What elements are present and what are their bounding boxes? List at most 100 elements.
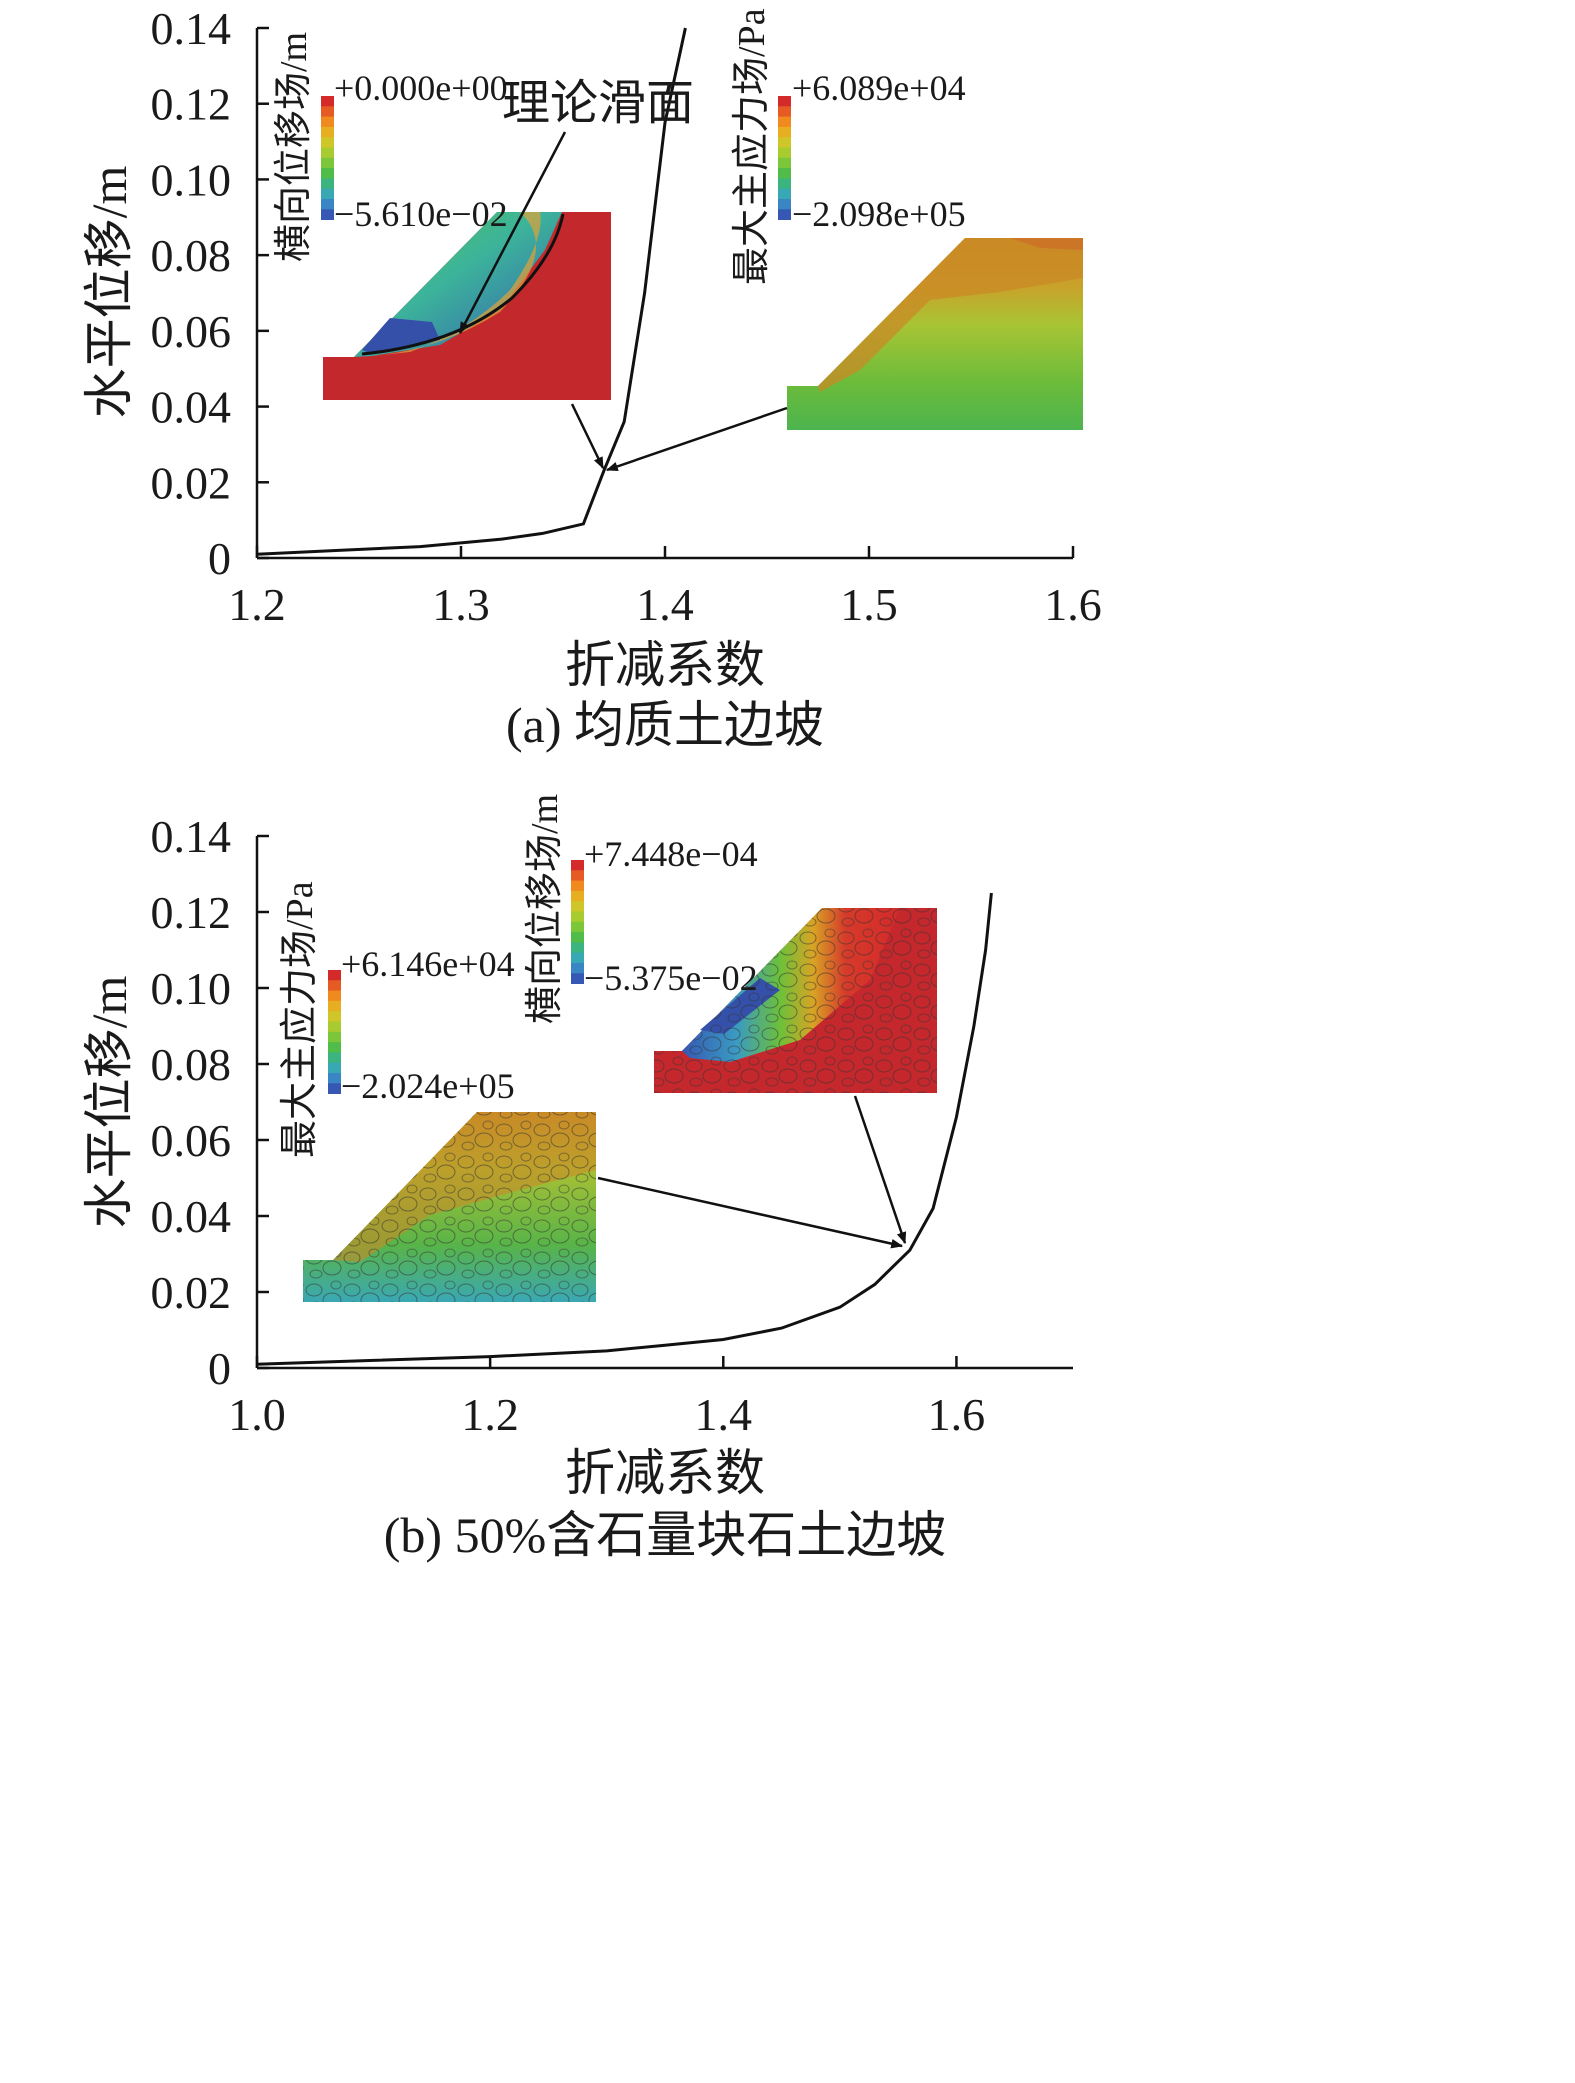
colorbar-swatch — [571, 880, 584, 892]
panel-b-caption: (b) 50%含石量块石土边坡 — [384, 1507, 946, 1563]
inset-b1-field-title: 最大主应力场/Pa — [279, 881, 321, 1158]
colorbar-swatch — [321, 106, 334, 117]
inset-b1-max-label: +6.146e+04 — [341, 944, 515, 984]
y-tick-label: 0.04 — [151, 382, 232, 433]
panel-a-series-line — [256, 27, 687, 556]
colorbar-swatch — [321, 178, 334, 190]
y-tick-label: 0.14 — [151, 811, 232, 862]
colorbar-swatch — [571, 901, 584, 912]
inset-a1-max-label: +0.000e+00 — [334, 68, 508, 108]
colorbar-swatch — [321, 96, 334, 107]
colorbar-swatch — [321, 116, 334, 128]
panel-a: 00.020.040.060.080.100.120.14 1.2 1.3 1.4 1… — [81, 3, 1102, 753]
panel-b-arrow-displacement — [853, 1095, 907, 1245]
colorbar-swatch — [321, 157, 334, 169]
inset-b1-min-label: −2.024e+05 — [341, 1066, 515, 1106]
colorbar-swatch — [778, 116, 791, 128]
inset-a2-colorbar: +6.089e+04 −2.098e+05 最大主应力场/Pa — [731, 8, 966, 285]
inset-b1-rock-blocks — [303, 1112, 596, 1302]
inset-a2-field-title: 最大主应力场/Pa — [731, 8, 773, 285]
y-tick-label: 0.14 — [151, 3, 232, 54]
inset-b1-colorbar: +6.146e+04 −2.024e+05 最大主应力场/Pa — [279, 881, 515, 1158]
colorbar-swatch — [321, 168, 334, 179]
inset-a1-colorbar: +0.000e+00 −5.610e−02 横向位移场/m — [273, 32, 508, 262]
panel-b-x-ticks: 1.0 1.2 1.4 1.6 — [228, 1356, 985, 1440]
colorbar-swatch — [571, 890, 584, 902]
x-tick-label: 1.4 — [636, 579, 694, 630]
colorbar-swatch — [328, 980, 341, 991]
colorbar-swatch — [321, 188, 334, 200]
panel-b-inset-stress: +6.146e+04 −2.024e+05 最大主应力场/Pa — [279, 881, 596, 1302]
y-tick-label: 0.02 — [151, 1267, 232, 1318]
y-tick-label: 0.04 — [151, 1191, 232, 1242]
inset-b2-field-title: 横向位移场/m — [524, 794, 566, 1024]
y-tick-label: 0.12 — [151, 887, 232, 938]
panel-b-series-line — [256, 892, 993, 1366]
colorbar-swatch — [571, 963, 584, 974]
panel-a-x-ticks: 1.2 1.3 1.4 1.5 1.6 — [228, 546, 1102, 630]
panel-b-inset-displacement: +7.448e−04 −5.375e−02 横向位移场/m — [524, 794, 937, 1093]
colorbar-swatch — [778, 126, 791, 138]
inset-a1-field-title: 横向位移场/m — [273, 32, 315, 262]
panel-b-y-label: 水平位移/m — [81, 976, 137, 1229]
x-tick-label: 1.5 — [840, 579, 898, 630]
theoretical-slip-surface — [361, 213, 565, 356]
colorbar-swatch — [571, 952, 584, 964]
colorbar-swatch — [778, 168, 791, 179]
colorbar-swatch — [571, 911, 584, 923]
panel-b: 00.020.040.060.080.100.120.14 1.0 1.2 1.4 1… — [81, 794, 1073, 1563]
colorbar-swatch — [321, 137, 334, 148]
slip-surface-label: 理论滑面 — [502, 77, 694, 130]
colorbar-swatch — [778, 137, 791, 148]
colorbar-swatch — [328, 1011, 341, 1022]
colorbar-swatch — [321, 126, 334, 138]
colorbar-swatch — [328, 970, 341, 981]
x-tick-label: 1.0 — [228, 1389, 286, 1440]
colorbar-swatch — [571, 942, 584, 954]
panel-b-y-ticks: 0 0.02 0.04 0.06 0.08 0.10 0.12 0.14 — [151, 811, 269, 1394]
panel-a-arrow-stress — [605, 406, 788, 472]
colorbar-swatch — [778, 106, 791, 117]
inset-b2-rock-blocks — [654, 908, 937, 1093]
colorbar-swatch — [778, 157, 791, 169]
y-tick-label: 0.08 — [151, 230, 232, 281]
colorbar-swatch — [328, 1042, 341, 1053]
colorbar-swatch — [321, 209, 334, 220]
colorbar-swatch — [328, 1021, 341, 1033]
y-tick-label: 0 — [208, 1343, 231, 1394]
panel-b-arrow-stress — [597, 1176, 904, 1249]
inset-a2-min-label: −2.098e+05 — [792, 194, 966, 234]
colorbar-swatch — [571, 921, 584, 933]
y-tick-label: 0.06 — [151, 1115, 232, 1166]
colorbar-swatch — [328, 990, 341, 1002]
y-tick-label: 0.02 — [151, 457, 232, 508]
inset-a2-surface-zone — [818, 238, 1083, 392]
panel-a-x-label: 折减系数 — [565, 637, 765, 693]
inset-b2-max-label: +7.448e−04 — [584, 834, 758, 874]
colorbar-swatch — [571, 932, 584, 943]
inset-a1-min-label: −5.610e−02 — [334, 194, 508, 234]
y-tick-label: 0.08 — [151, 1039, 232, 1090]
colorbar-swatch — [778, 188, 791, 200]
colorbar-swatch — [778, 209, 791, 220]
colorbar-swatch — [321, 199, 334, 210]
y-tick-label: 0 — [208, 533, 231, 584]
colorbar-swatch — [571, 860, 584, 871]
colorbar-swatch — [321, 147, 334, 159]
x-tick-label: 1.6 — [1044, 579, 1102, 630]
panel-b-x-label: 折减系数 — [565, 1445, 765, 1501]
colorbar-swatch — [778, 96, 791, 107]
colorbar-swatch — [328, 1031, 341, 1043]
panel-a-caption: (a) 均质土边坡 — [506, 697, 824, 753]
colorbar-swatch — [571, 973, 584, 984]
x-tick-label: 1.4 — [695, 1389, 753, 1440]
x-tick-label: 1.3 — [432, 579, 490, 630]
colorbar-swatch — [328, 1052, 341, 1064]
inset-a2-max-label: +6.089e+04 — [792, 68, 966, 108]
colorbar-swatch — [571, 870, 584, 881]
colorbar-swatch — [778, 199, 791, 210]
colorbar-swatch — [328, 1083, 341, 1094]
y-tick-label: 0.06 — [151, 306, 232, 357]
panel-a-y-ticks: 0 0.02 0.04 0.06 0.08 0.10 0.12 0.14 — [151, 3, 269, 584]
